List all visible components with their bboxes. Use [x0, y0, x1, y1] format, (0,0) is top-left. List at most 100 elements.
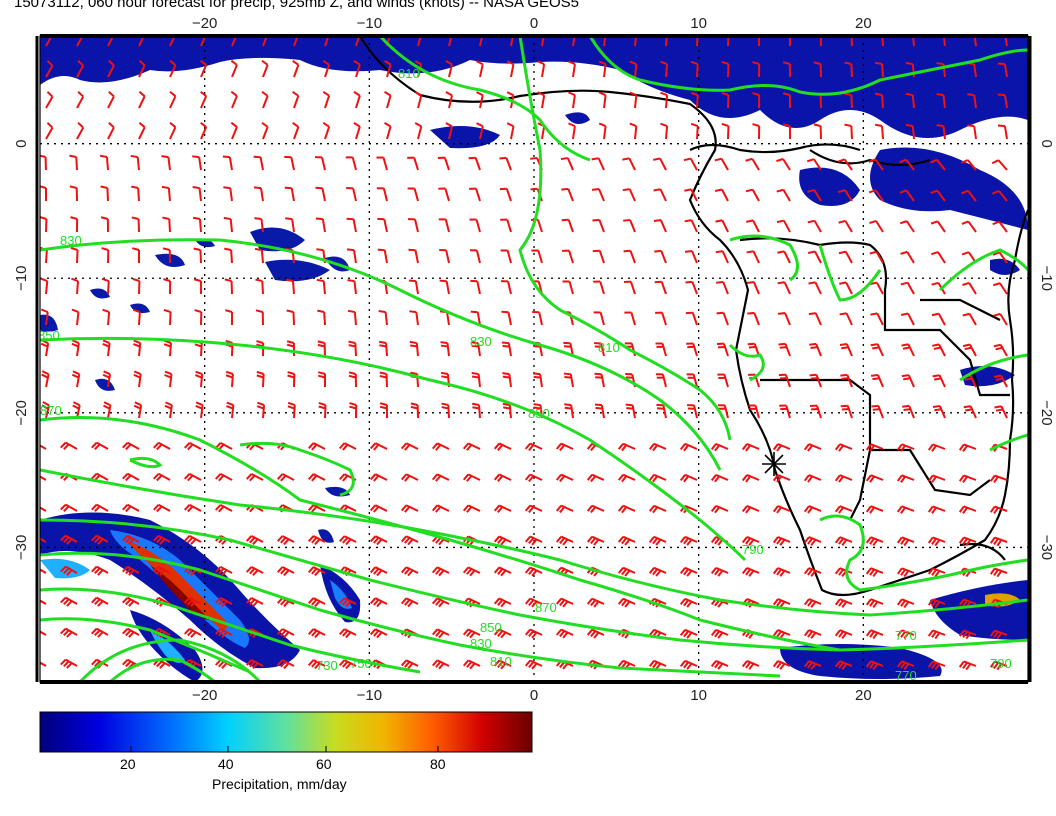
wind-barb — [714, 188, 729, 202]
wind-barb — [710, 659, 729, 670]
wind-barb — [292, 59, 300, 78]
wind-barb — [779, 404, 791, 419]
wind-barb — [896, 505, 915, 514]
wind-barb — [346, 217, 357, 233]
wind-barb — [322, 121, 331, 140]
wind-barb — [277, 473, 295, 482]
wind-barb — [286, 340, 295, 357]
wind-barb — [400, 504, 419, 513]
wind-barb — [322, 90, 331, 109]
wind-barb — [293, 36, 299, 47]
contour-label: 830 — [470, 636, 492, 651]
wind-barb — [253, 186, 264, 202]
wind-barb — [568, 122, 576, 140]
wind-barb — [91, 627, 109, 638]
wind-barb — [868, 158, 884, 171]
wind-barb — [41, 370, 50, 388]
wind-barb — [431, 473, 450, 482]
wind-barb — [102, 339, 111, 357]
wind-barb — [586, 628, 605, 639]
wind-barb — [778, 373, 791, 388]
colorbar-title: Precipitation, mm/day — [212, 776, 347, 792]
lon-tick-label-top: 0 — [530, 15, 538, 32]
wind-barb — [617, 473, 636, 483]
map-title: 15073112, 060 hour forecast for precip, … — [14, 0, 580, 11]
wind-barb — [715, 219, 729, 233]
wind-barb — [958, 443, 977, 452]
wind-barb — [776, 158, 791, 171]
wind-barb — [414, 60, 423, 78]
contour-label: 810 — [490, 654, 512, 669]
wind-barb — [901, 374, 915, 388]
wind-barb — [122, 503, 140, 513]
contour-label: 730 — [316, 658, 338, 673]
wind-barb — [870, 312, 884, 326]
wind-barb — [431, 442, 450, 451]
wind-barb — [958, 536, 977, 547]
wind-barb — [184, 596, 202, 607]
station-star-icon — [762, 452, 786, 476]
contour-label: 790 — [742, 542, 764, 557]
wind-barb — [563, 341, 574, 357]
wind-barb — [617, 597, 636, 608]
wind-barb — [215, 504, 233, 513]
wind-barb — [778, 342, 791, 357]
wind-barb — [961, 189, 977, 202]
wind-barb — [318, 371, 327, 388]
wind-barb — [875, 61, 884, 78]
wind-barb — [960, 159, 977, 171]
wind-barb — [40, 216, 48, 233]
wind-barb — [132, 308, 141, 326]
wind-barb — [586, 535, 605, 546]
wind-barb — [101, 277, 110, 295]
wind-barb — [40, 308, 49, 326]
wind-barb — [431, 566, 450, 577]
lon-tick-label-top: 10 — [690, 15, 707, 32]
lon-tick-label-bottom: 10 — [690, 687, 707, 704]
wind-barb — [875, 123, 884, 140]
contour-labels: 810 830 850 870 850 830 810 790 770 750 … — [40, 66, 1012, 682]
wind-barb — [122, 596, 140, 607]
wind-barb — [905, 123, 915, 140]
wind-barb — [107, 59, 115, 78]
wind-barb — [772, 660, 791, 670]
contour-label: 790 — [990, 656, 1012, 671]
wind-barb — [555, 628, 574, 639]
wind-barb — [317, 340, 326, 357]
wind-barb — [561, 218, 574, 233]
wind-barb — [133, 339, 142, 357]
colorbar-tick-label: 40 — [218, 756, 234, 772]
wind-barb — [215, 628, 233, 638]
wind-barb — [307, 659, 326, 670]
wind-barb — [379, 402, 388, 419]
wind-barb — [431, 628, 450, 639]
wind-barb — [598, 122, 607, 140]
wind-barb — [896, 567, 915, 578]
wind-barb — [686, 373, 698, 388]
wind-barb — [803, 567, 822, 577]
wind-barb — [653, 157, 667, 171]
wind-barb — [346, 187, 357, 202]
wind-barb — [226, 401, 235, 419]
wind-barb — [568, 91, 576, 109]
wind-barb — [586, 473, 605, 483]
wind-barb — [231, 36, 238, 47]
wind-barb — [896, 474, 915, 483]
wind-barb — [807, 188, 822, 202]
wind-barb — [746, 281, 760, 295]
wind-barb — [378, 340, 388, 357]
wind-barb — [930, 189, 946, 202]
wind-barb — [506, 60, 515, 78]
wind-barb — [254, 217, 264, 233]
wind-barb — [122, 472, 140, 482]
wind-barb — [285, 217, 295, 233]
wind-barb — [91, 441, 109, 451]
wind-barb — [262, 36, 268, 47]
wind-barb — [493, 535, 512, 546]
wind-barb — [493, 597, 512, 608]
wind-barb — [407, 187, 419, 202]
wind-barb — [591, 157, 605, 171]
wind-barb — [277, 535, 295, 546]
wind-barb — [192, 186, 202, 202]
wind-barb — [993, 374, 1008, 388]
